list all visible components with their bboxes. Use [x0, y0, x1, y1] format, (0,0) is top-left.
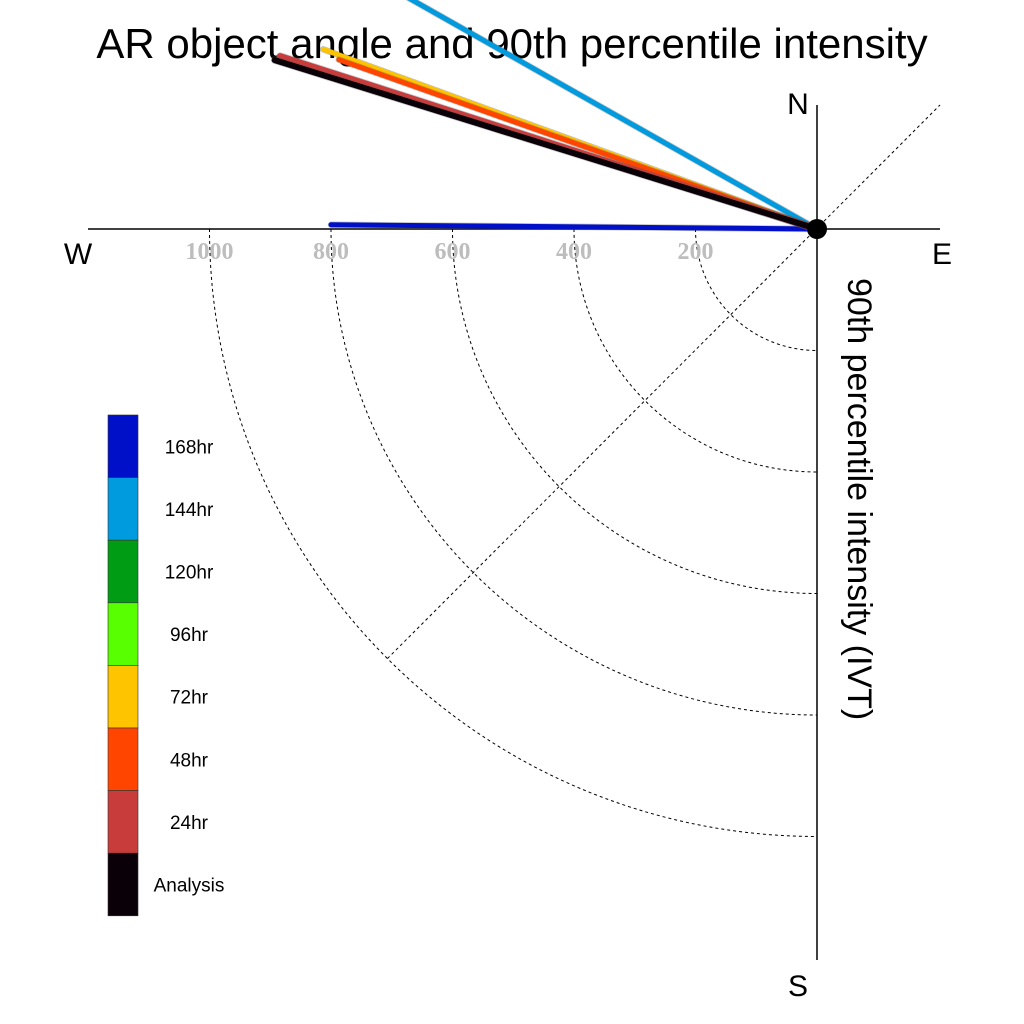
radial-tick-labels: 200 400 600 800 1000 — [186, 239, 714, 265]
south-label: S — [788, 970, 808, 1003]
legend-swatch — [107, 602, 139, 666]
radial-grid — [209, 104, 941, 837]
radial-tick-label: 200 — [678, 239, 714, 265]
legend-swatch — [107, 790, 139, 854]
west-label: W — [64, 238, 93, 271]
vector-analysis — [271, 57, 820, 232]
radial-tick-label: 800 — [313, 239, 349, 265]
legend-label: 96hr — [170, 625, 209, 646]
vector-168hr — [328, 222, 820, 232]
grid-arc — [330, 228, 818, 716]
legend-swatch — [107, 665, 139, 729]
legend: 168hr 144hr 120hr 96hr 72hr 48hr 24hr Analysis — [107, 414, 225, 917]
legend-swatch — [107, 727, 139, 791]
radial-tick-label: 400 — [556, 239, 592, 265]
radial-tick-label: 1000 — [186, 239, 234, 265]
vector-144hr — [407, 0, 820, 232]
legend-swatch — [107, 414, 139, 478]
diagonal-guide — [387, 104, 941, 659]
vector-series — [270, 0, 822, 234]
legend-label: 120hr — [165, 563, 214, 584]
legend-swatch — [107, 539, 139, 604]
legend-label: 72hr — [170, 688, 209, 709]
grid-arc — [209, 228, 818, 837]
grid-arc — [695, 228, 818, 351]
legend-label: 24hr — [170, 813, 209, 834]
legend-label: 144hr — [165, 500, 214, 521]
east-label: E — [932, 238, 952, 271]
grid-arc — [452, 228, 818, 594]
y-axis-label: 90th percentile intensity (IVT) — [840, 278, 878, 720]
legend-swatch — [107, 852, 139, 917]
radial-tick-label: 600 — [435, 239, 471, 265]
grid-arc — [573, 228, 818, 473]
origin-marker — [807, 219, 827, 239]
legend-label: 48hr — [170, 750, 209, 771]
legend-label: 168hr — [165, 437, 214, 458]
north-label: N — [787, 88, 809, 121]
legend-swatch — [107, 477, 139, 541]
legend-label: Analysis — [154, 876, 225, 897]
